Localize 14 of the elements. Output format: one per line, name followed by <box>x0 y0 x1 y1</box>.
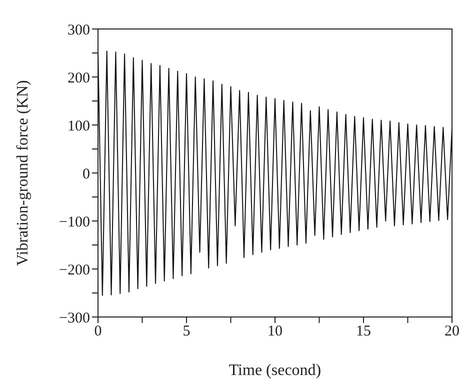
y-tick-label: 200 <box>68 70 90 86</box>
y-tick-label: 300 <box>68 22 90 38</box>
y-tick-label: 100 <box>68 118 90 134</box>
y-tick-label: −300 <box>59 310 90 326</box>
x-tick-label: 5 <box>182 324 190 340</box>
y-tick-label: −200 <box>59 262 90 278</box>
x-tick-label: 10 <box>268 324 282 340</box>
y-tick-label: −100 <box>59 214 90 230</box>
y-tick-label: 0 <box>82 166 90 182</box>
y-axis-title: Vibration-ground force (KN) <box>14 80 32 266</box>
x-axis-title: Time (second) <box>228 362 322 379</box>
x-tick-label: 20 <box>444 324 460 340</box>
x-tick-label: 15 <box>356 324 371 340</box>
x-tick-label: 0 <box>94 324 102 340</box>
